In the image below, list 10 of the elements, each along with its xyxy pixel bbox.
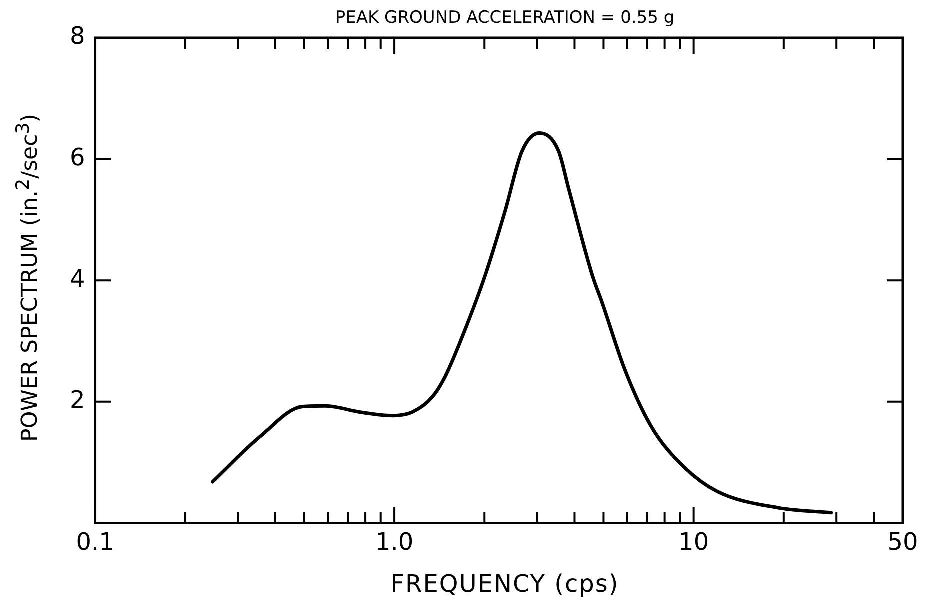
y-tick-label: 8	[70, 22, 86, 50]
x-axis-title: FREQUENCY (cps)	[390, 570, 620, 598]
y-tick-label: 4	[70, 264, 86, 293]
chart-title: PEAK GROUND ACCELERATION = 0.55 g	[334, 8, 676, 28]
x-tick-label: 50	[888, 528, 918, 556]
y-tick-label: 2	[70, 386, 86, 414]
x-tick-label: 10	[678, 528, 710, 556]
x-tick-label: 1.0	[375, 528, 414, 556]
x-tick-label: 0.1	[76, 528, 114, 556]
y-tick-label: 6	[70, 144, 86, 172]
